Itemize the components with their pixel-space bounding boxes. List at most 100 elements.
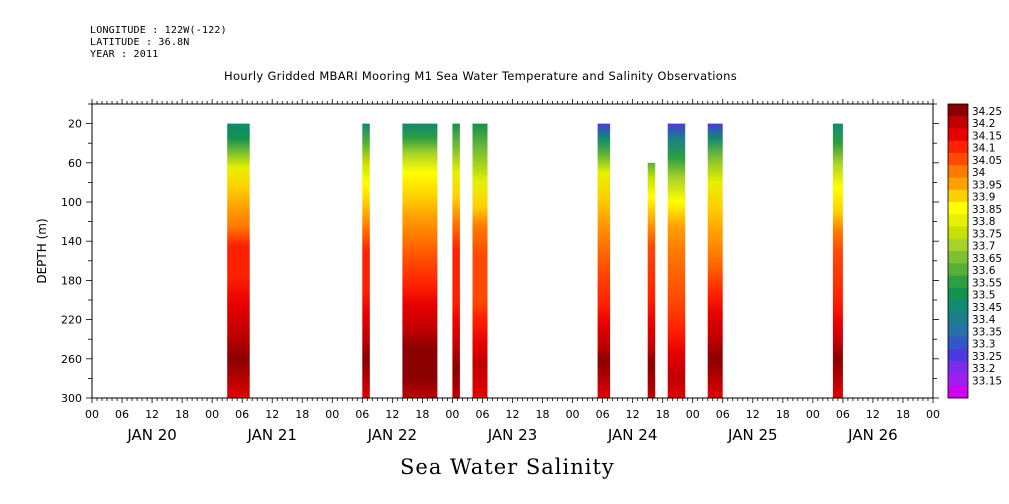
profile-segment: [647, 162, 656, 398]
profile-segment: [472, 123, 488, 398]
profile-segment: [832, 123, 843, 398]
colorbar-swatch: [948, 324, 968, 338]
chart-title: Hourly Gridded MBARI Mooring M1 Sea Wate…: [224, 69, 738, 83]
colorbar-swatch: [948, 165, 968, 178]
y-tick-label: 60: [68, 157, 82, 170]
x-tick-label: 06: [716, 408, 730, 421]
colorbar-label: 33.2: [972, 363, 995, 375]
profile-segment: [227, 123, 250, 398]
y-tick-label: 100: [61, 196, 82, 209]
colorbar-swatch: [948, 275, 968, 289]
x-tick-label: 18: [175, 408, 189, 421]
x-day-label: JAN 20: [126, 426, 177, 444]
colorbar-label: 34.05: [972, 155, 1002, 167]
x-day-label: JAN 25: [727, 426, 778, 444]
profile-segment: [667, 123, 686, 398]
colorbar-swatch: [948, 287, 968, 301]
x-tick-label: 00: [445, 408, 459, 421]
x-tick-label: 06: [355, 408, 369, 421]
colorbar-swatch: [948, 349, 968, 362]
colorbar-label: 33.8: [972, 216, 995, 228]
x-tick-label: 18: [896, 408, 910, 421]
colorbar-label: 33.95: [972, 179, 1002, 191]
colorbar-label: 33.45: [972, 302, 1002, 314]
x-day-label: JAN 22: [367, 426, 418, 444]
x-tick-label: 12: [385, 408, 399, 421]
x-tick-label: 06: [836, 408, 850, 421]
profile-segment: [452, 123, 460, 398]
colorbar-swatch: [948, 251, 968, 264]
colorbar-label: 33.15: [972, 375, 1002, 387]
colorbar-swatch: [948, 202, 968, 215]
colorbar-label: 33.85: [972, 204, 1002, 216]
x-tick-label: 00: [926, 408, 940, 421]
longitude-label: LONGITUDE : 122W(-122): [90, 25, 227, 36]
colorbar-swatch: [948, 373, 968, 387]
x-tick-label: 12: [145, 408, 159, 421]
colorbar-swatch: [948, 300, 968, 313]
colorbar-swatch: [948, 153, 968, 166]
colorbar-label: 33.55: [972, 277, 1002, 289]
y-tick-label: 220: [61, 314, 82, 327]
y-tick-label: 20: [68, 118, 82, 131]
profile-segment: [362, 123, 370, 398]
colorbar-swatch: [948, 238, 968, 252]
profile-segment: [597, 123, 611, 398]
x-tick-label: 18: [415, 408, 429, 421]
colorbar-label: 33.25: [972, 351, 1002, 363]
x-tick-label: 06: [475, 408, 489, 421]
x-tick-label: 18: [295, 408, 309, 421]
y-tick-label: 180: [61, 274, 82, 287]
colorbar-label: 33.9: [972, 192, 995, 204]
colorbar-label: 33.65: [972, 253, 1002, 265]
x-tick-label: 00: [806, 408, 820, 421]
x-tick-label: 00: [85, 408, 99, 421]
x-tick-label: 06: [235, 408, 249, 421]
x-tick-label: 12: [746, 408, 760, 421]
colorbar-swatch: [948, 189, 968, 203]
colorbar-label: 34.15: [972, 130, 1002, 142]
x-tick-label: 00: [205, 408, 219, 421]
colorbar-swatch: [948, 312, 968, 325]
x-tick-label: 00: [686, 408, 700, 421]
y-tick-label: 260: [61, 353, 82, 366]
x-tick-label: 18: [776, 408, 790, 421]
x-tick-label: 06: [596, 408, 610, 421]
colorbar-swatch: [948, 214, 968, 227]
colorbar-swatch: [948, 104, 968, 117]
latitude-label: LATITUDE : 36.8N: [90, 37, 190, 48]
colorbar-swatch: [948, 263, 968, 276]
colorbar-label: 33.7: [972, 241, 995, 253]
colorbar-label: 33.5: [972, 290, 995, 302]
x-day-label: JAN 24: [607, 426, 658, 444]
colorbar-label: 34: [972, 167, 986, 179]
colorbar-label: 33.4: [972, 314, 996, 326]
x-tick-label: 00: [325, 408, 339, 421]
x-day-label: JAN 21: [246, 426, 297, 444]
colorbar-frame: [947, 103, 969, 399]
colorbar-swatch: [948, 336, 968, 350]
colorbar-label: 33.75: [972, 228, 1002, 240]
profile-segment: [707, 123, 723, 398]
variable-label: Sea Water Salinity: [400, 455, 615, 479]
colorbar-swatch: [948, 128, 968, 142]
colorbar-label: 33.3: [972, 339, 995, 351]
x-tick-label: 12: [866, 408, 880, 421]
colorbar-label: 34.2: [972, 118, 995, 130]
y-tick-label: 140: [61, 235, 82, 248]
colorbar-label: 34.25: [972, 106, 1002, 118]
x-tick-label: 18: [536, 408, 550, 421]
colorbar-swatch: [948, 140, 968, 154]
colorbar-swatch: [948, 385, 968, 399]
colorbar-label: 34.1: [972, 143, 995, 155]
profile-segment: [402, 123, 438, 398]
year-label: YEAR : 2011: [90, 49, 159, 60]
x-day-label: JAN 26: [847, 426, 898, 444]
plot-frame: [91, 103, 934, 399]
colorbar-swatch: [948, 116, 968, 129]
x-tick-label: 00: [566, 408, 580, 421]
x-tick-label: 18: [656, 408, 670, 421]
y-tick-label: 300: [61, 392, 82, 405]
colorbar-label: 33.6: [972, 265, 996, 277]
